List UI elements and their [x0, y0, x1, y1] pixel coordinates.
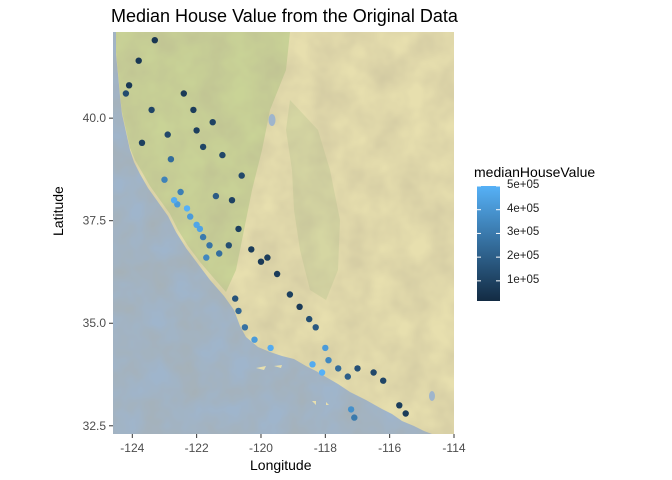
data-point: [161, 176, 168, 183]
legend-label: 1e+05: [507, 273, 540, 286]
data-point: [199, 233, 207, 241]
data-point: [167, 156, 175, 163]
data-point: [273, 270, 281, 278]
legend: [477, 185, 500, 301]
data-point: [187, 213, 194, 220]
data-point: [180, 90, 187, 97]
legend-label: 3e+05: [507, 226, 540, 239]
data-point: [216, 250, 223, 257]
data-point: [335, 365, 342, 372]
data-point: [267, 344, 274, 352]
data-point: [347, 406, 355, 413]
data-point: [322, 344, 329, 352]
y-tick-label: 35.0: [83, 316, 107, 330]
salton-sea: [429, 391, 435, 401]
x-axis: -124 -122 -120 -118 -116 -114: [120, 434, 466, 455]
data-point: [309, 361, 316, 368]
x-tick-label: -120: [249, 441, 273, 455]
data-point: [325, 357, 332, 364]
data-point: [354, 365, 361, 372]
data-point: [296, 303, 303, 310]
data-point: [138, 139, 146, 146]
data-point: [151, 37, 158, 44]
data-point: [219, 151, 226, 159]
data-point: [232, 295, 239, 302]
x-tick-label: -114: [442, 441, 465, 455]
data-point: [164, 131, 171, 138]
data-point: [241, 324, 249, 331]
data-point: [251, 336, 258, 343]
data-point: [248, 246, 255, 253]
data-points: [122, 37, 409, 421]
data-point: [183, 205, 191, 212]
x-axis-label: Longitude: [250, 457, 312, 473]
data-point: [312, 324, 319, 331]
data-point: [380, 377, 387, 384]
data-point: [206, 242, 213, 249]
data-point: [212, 192, 220, 200]
data-point: [203, 254, 210, 261]
data-point: [306, 315, 313, 323]
x-tick-label: -116: [378, 441, 401, 455]
data-point: [344, 373, 351, 380]
legend-title: medianHouseValue: [474, 164, 596, 180]
data-point: [122, 90, 130, 97]
data-point: [135, 57, 142, 64]
terrain-texture: [113, 32, 454, 434]
data-point: [193, 127, 200, 134]
data-point: [370, 369, 377, 376]
data-point: [225, 242, 232, 249]
data-point: [235, 225, 242, 233]
data-point: [318, 369, 326, 376]
legend-label: 4e+05: [507, 202, 540, 215]
x-tick-label: -118: [314, 441, 337, 455]
data-point: [148, 106, 155, 114]
y-axis: 32.5 35.0 37.5 40.0: [83, 111, 113, 433]
data-point: [170, 197, 178, 204]
data-point: [228, 197, 236, 204]
data-point: [199, 143, 207, 151]
data-point: [125, 82, 133, 89]
legend-label: 2e+05: [507, 250, 540, 263]
data-point: [396, 402, 403, 409]
y-tick-label: 32.5: [83, 419, 107, 433]
x-tick-label: -122: [185, 441, 209, 455]
data-point: [264, 254, 271, 261]
data-point: [209, 119, 216, 126]
data-point: [402, 410, 409, 417]
channel-islands: [256, 365, 329, 405]
data-point: [196, 225, 204, 233]
basemap: [113, 32, 454, 434]
colorbar-ticks: [477, 185, 500, 282]
data-point: [257, 258, 265, 265]
y-axis-label: Latitude: [50, 186, 66, 236]
data-point: [238, 172, 245, 179]
plot-title: Median House Value from the Original Dat…: [111, 6, 458, 26]
data-point: [177, 188, 184, 196]
legend-label: 5e+05: [507, 179, 540, 191]
y-tick-label: 40.0: [83, 111, 107, 125]
data-point: [286, 291, 294, 298]
x-tick-label: -124: [120, 441, 144, 455]
lake-tahoe: [268, 114, 276, 126]
data-point: [351, 414, 358, 421]
data-point: [190, 106, 197, 114]
data-point: [235, 307, 242, 315]
colorbar: [477, 186, 500, 301]
y-tick-label: 37.5: [83, 214, 107, 228]
